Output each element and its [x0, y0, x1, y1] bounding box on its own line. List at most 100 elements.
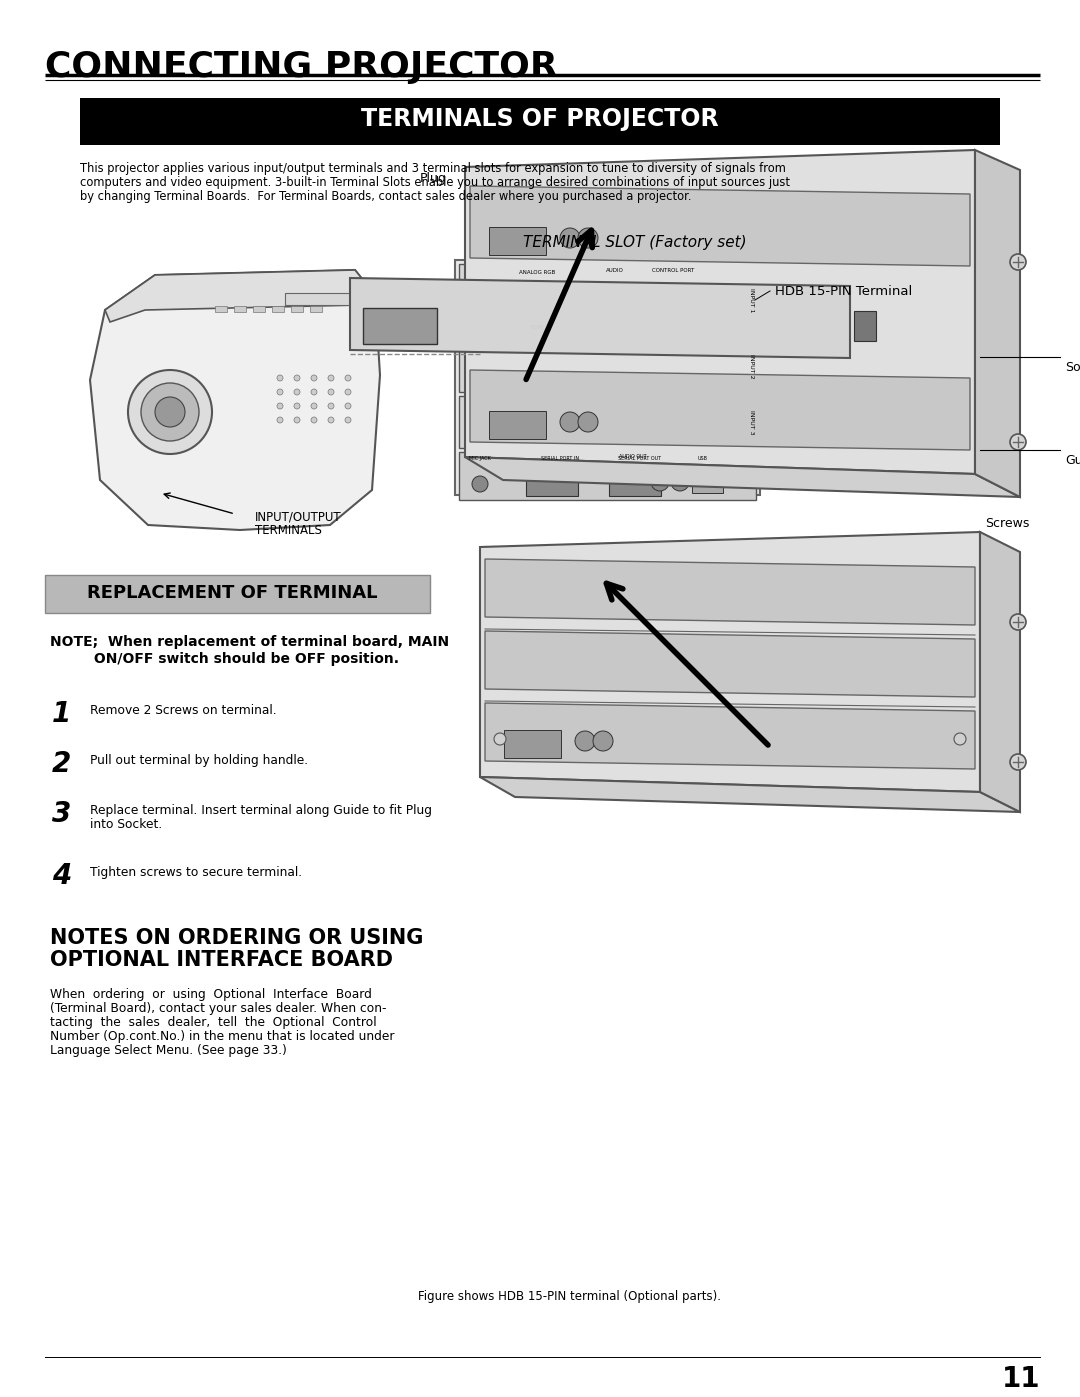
Bar — [80, 98, 1000, 145]
Circle shape — [725, 319, 735, 330]
Text: Remove 2 Screws on terminal.: Remove 2 Screws on terminal. — [90, 704, 276, 717]
Polygon shape — [975, 149, 1020, 497]
Circle shape — [590, 291, 615, 314]
Bar — [291, 306, 303, 312]
Circle shape — [651, 474, 669, 490]
Text: 4: 4 — [52, 862, 71, 890]
Circle shape — [578, 412, 598, 432]
Polygon shape — [465, 149, 975, 474]
Text: Language Select Menu. (See page 33.): Language Select Menu. (See page 33.) — [50, 1044, 287, 1058]
Text: TERMINALS: TERMINALS — [255, 524, 322, 536]
Circle shape — [575, 731, 595, 752]
Text: SERIAL PORT IN: SERIAL PORT IN — [541, 455, 579, 461]
Circle shape — [345, 402, 351, 409]
Text: (Terminal Board), contact your sales dealer. When con-: (Terminal Board), contact your sales dea… — [50, 1002, 387, 1016]
FancyBboxPatch shape — [502, 286, 572, 323]
Text: Guide: Guide — [1065, 454, 1080, 467]
Text: Number (Op.cont.No.) in the menu that is located under: Number (Op.cont.No.) in the menu that is… — [50, 1030, 394, 1044]
Bar — [234, 306, 246, 312]
Circle shape — [465, 319, 475, 330]
Text: into Socket.: into Socket. — [90, 819, 162, 831]
FancyBboxPatch shape — [489, 226, 546, 256]
Text: ANALOG RGB: ANALOG RGB — [518, 270, 555, 275]
Text: OPTIONAL INTERFACE BOARD: OPTIONAL INTERFACE BOARD — [50, 950, 393, 970]
Text: computers and video equipment. 3-built-in Terminal Slots enable you to arrange d: computers and video equipment. 3-built-i… — [80, 176, 789, 189]
Text: 2: 2 — [52, 750, 71, 778]
Text: INPUT 2: INPUT 2 — [750, 353, 755, 379]
Polygon shape — [350, 278, 850, 358]
Text: HDMI: HDMI — [530, 326, 543, 330]
Circle shape — [465, 346, 475, 358]
Text: This projector applies various input/output terminals and 3 terminal slots for e: This projector applies various input/out… — [80, 162, 786, 175]
Circle shape — [345, 416, 351, 423]
Circle shape — [311, 416, 318, 423]
Circle shape — [472, 346, 482, 358]
Bar — [253, 306, 265, 312]
Polygon shape — [480, 532, 980, 792]
Text: INPUT 3: INPUT 3 — [750, 409, 755, 434]
Text: TERMINALS OF PROJECTOR: TERMINALS OF PROJECTOR — [361, 108, 719, 131]
Text: tacting  the  sales  dealer,  tell  the  Optional  Control: tacting the sales dealer, tell the Optio… — [50, 1016, 377, 1030]
Circle shape — [328, 388, 334, 395]
FancyBboxPatch shape — [363, 307, 437, 344]
Text: SERIAL PORT OUT: SERIAL PORT OUT — [619, 455, 662, 461]
Text: NOTES ON ORDERING OR USING: NOTES ON ORDERING OR USING — [50, 928, 423, 949]
Circle shape — [311, 388, 318, 395]
Circle shape — [472, 476, 488, 492]
Circle shape — [954, 733, 966, 745]
Text: Plug: Plug — [420, 172, 447, 184]
Text: INPUT 1: INPUT 1 — [750, 288, 755, 313]
Text: HDB 15-PIN Terminal: HDB 15-PIN Terminal — [775, 285, 913, 298]
Circle shape — [129, 370, 212, 454]
Text: When  ordering  or  using  Optional  Interface  Board: When ordering or using Optional Interfac… — [50, 988, 372, 1002]
Circle shape — [725, 271, 735, 281]
Bar — [455, 260, 760, 495]
Polygon shape — [980, 532, 1020, 812]
FancyBboxPatch shape — [489, 411, 546, 439]
Polygon shape — [105, 270, 375, 321]
Text: TERMINAL SLOT (Factory set): TERMINAL SLOT (Factory set) — [523, 235, 746, 250]
Circle shape — [561, 412, 580, 432]
Text: INPUT/OUTPUT: INPUT/OUTPUT — [255, 510, 341, 522]
Circle shape — [141, 383, 199, 441]
Polygon shape — [485, 559, 975, 624]
Circle shape — [294, 388, 300, 395]
Bar — [272, 306, 284, 312]
Circle shape — [276, 402, 283, 409]
Text: Screws: Screws — [986, 517, 1030, 529]
Circle shape — [613, 291, 637, 314]
Circle shape — [561, 228, 580, 249]
FancyBboxPatch shape — [691, 469, 723, 493]
Text: 3: 3 — [52, 800, 71, 828]
Circle shape — [328, 374, 334, 381]
Text: Tighten screws to secure terminal.: Tighten screws to secure terminal. — [90, 866, 302, 879]
Text: CONNECTING PROJECTOR: CONNECTING PROJECTOR — [45, 50, 557, 84]
Circle shape — [345, 388, 351, 395]
Circle shape — [276, 374, 283, 381]
Circle shape — [1010, 434, 1026, 450]
Text: Pull out terminal by holding handle.: Pull out terminal by holding handle. — [90, 754, 308, 767]
Circle shape — [294, 402, 300, 409]
Bar — [285, 293, 360, 305]
Bar — [459, 395, 744, 448]
Text: Figure shows HDB 15-PIN terminal (Optional parts).: Figure shows HDB 15-PIN terminal (Option… — [419, 1289, 721, 1303]
Circle shape — [465, 402, 475, 414]
Circle shape — [1010, 754, 1026, 770]
Text: REPLACEMENT OF TERMINAL: REPLACEMENT OF TERMINAL — [86, 584, 377, 602]
Circle shape — [705, 407, 715, 416]
Circle shape — [578, 228, 598, 249]
FancyBboxPatch shape — [526, 467, 578, 496]
Text: Socket: Socket — [1065, 360, 1080, 374]
Bar — [744, 339, 760, 393]
Circle shape — [705, 351, 715, 360]
Text: by changing Terminal Boards.  For Terminal Boards, contact sales dealer where yo: by changing Terminal Boards. For Termina… — [80, 190, 691, 203]
Bar — [459, 264, 744, 337]
FancyBboxPatch shape — [854, 312, 876, 341]
Circle shape — [472, 402, 482, 414]
Circle shape — [294, 416, 300, 423]
Circle shape — [494, 733, 507, 745]
Circle shape — [276, 388, 283, 395]
Bar — [45, 576, 430, 613]
Polygon shape — [480, 777, 1020, 812]
FancyBboxPatch shape — [504, 731, 561, 759]
